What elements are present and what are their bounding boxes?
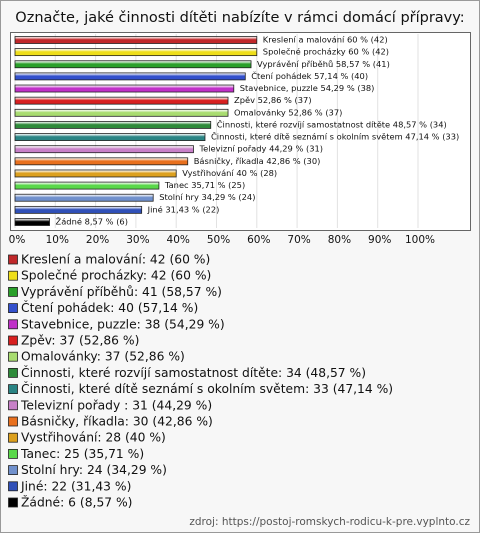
x-tick-label: 30% bbox=[126, 234, 149, 246]
bar bbox=[14, 169, 177, 178]
legend-swatch bbox=[8, 351, 18, 362]
legend-label: Činnosti, které rozvíjí samostatnost dít… bbox=[21, 365, 366, 380]
legend-swatch bbox=[8, 303, 18, 314]
x-tick-label: 60% bbox=[247, 234, 270, 246]
x-tick-label: 80% bbox=[328, 234, 351, 246]
data-label: Omalovánky 52,86 % (37) bbox=[234, 107, 342, 117]
legend-label: Činnosti, které dítě seznámí s okolním s… bbox=[21, 381, 393, 396]
data-label: Jiné 31,43 % (22) bbox=[147, 204, 220, 214]
data-label: Stolní hry 34,29 % (24) bbox=[159, 192, 255, 202]
legend-label: Stolní hry: 24 (34,29 %) bbox=[21, 463, 167, 477]
bar bbox=[14, 205, 143, 214]
legend-swatch bbox=[8, 270, 18, 281]
bar bbox=[14, 157, 189, 166]
x-tick-label: 0% bbox=[9, 234, 26, 246]
legend-swatch bbox=[8, 254, 18, 265]
legend-swatch bbox=[8, 481, 18, 492]
source: zdroj: https://postoj-romskych-rodicu-k-… bbox=[189, 516, 470, 528]
bar bbox=[14, 96, 229, 105]
legend-swatch bbox=[8, 319, 18, 330]
data-label: Kreslení a malování 60 % (42) bbox=[263, 35, 388, 45]
legend-label: Vystřihování: 28 (40 %) bbox=[21, 431, 166, 445]
bar bbox=[14, 193, 154, 202]
legend-swatch bbox=[8, 384, 18, 395]
legend-label: Televizní pořady : 31 (44,29 %) bbox=[20, 398, 212, 412]
legend-label: Vyprávění příběhů: 41 (58,57 %) bbox=[21, 285, 222, 299]
data-label: Vyprávění příběhů 58,57 % (41) bbox=[257, 59, 390, 69]
legend-label: Čtení pohádek: 40 (57,14 %) bbox=[21, 300, 198, 315]
x-tick-label: 90% bbox=[368, 234, 391, 246]
data-label: Žádné 8,57 % (6) bbox=[56, 216, 128, 227]
data-label: Společné procházky 60 % (42) bbox=[263, 47, 389, 57]
legend-label: Zpěv: 37 (52,86 %) bbox=[21, 334, 139, 348]
bar bbox=[14, 72, 246, 81]
bar bbox=[14, 133, 206, 141]
x-tick-label: 100% bbox=[405, 234, 435, 246]
legend-label: Žádné: 6 (8,57 %) bbox=[21, 495, 132, 510]
chart-title: Označte, jaké činnosti dítěti nabízíte v… bbox=[15, 10, 464, 26]
legend-swatch bbox=[8, 497, 18, 508]
x-tick-label: 10% bbox=[46, 234, 69, 246]
data-label: Básničky, říkadla 42,86 % (30) bbox=[194, 156, 321, 166]
legend-swatch bbox=[8, 465, 18, 476]
bar bbox=[14, 36, 258, 44]
data-label: Čtení pohádek 57,14 % (40) bbox=[251, 70, 368, 81]
data-label: Stavebnice, puzzle 54,29 % (38) bbox=[240, 83, 375, 93]
legend-swatch bbox=[8, 335, 18, 346]
bar bbox=[14, 48, 258, 57]
bar bbox=[14, 60, 252, 69]
bar bbox=[14, 218, 50, 226]
bar bbox=[14, 84, 235, 93]
data-label: Televizní pořady 44,29 % (31) bbox=[198, 144, 323, 154]
legend-swatch bbox=[8, 367, 18, 378]
legend-label: Básničky, říkadla: 30 (42,86 %) bbox=[21, 415, 213, 429]
bar bbox=[14, 108, 229, 117]
legend-swatch bbox=[8, 416, 18, 427]
x-tick-label: 40% bbox=[167, 234, 190, 246]
legend-label: Společné procházky: 42 (60 %) bbox=[21, 269, 211, 283]
bar bbox=[14, 181, 160, 190]
legend-label: Jiné: 22 (31,43 %) bbox=[20, 479, 131, 493]
legend-label: Omalovánky: 37 (52,86 %) bbox=[21, 350, 185, 364]
legend-label: Tanec: 25 (35,71 %) bbox=[20, 447, 144, 461]
data-label: Tanec 35,71 % (25) bbox=[164, 180, 245, 190]
legend-label: Kreslení a malování: 42 (60 %) bbox=[21, 253, 210, 267]
legend-swatch bbox=[8, 432, 18, 443]
bar bbox=[14, 145, 194, 154]
x-tick-label: 20% bbox=[86, 234, 109, 246]
data-label: Zpěv 52,86 % (37) bbox=[234, 95, 312, 105]
bar bbox=[14, 121, 212, 129]
x-tick-label: 70% bbox=[287, 234, 310, 246]
legend-label: Stavebnice, puzzle: 38 (54,29 %) bbox=[21, 317, 225, 331]
data-label: Činnosti, které rozvíjí samostatnost dít… bbox=[217, 118, 447, 129]
legend-swatch bbox=[8, 286, 18, 297]
data-label: Činnosti, které dítě seznámí s okolním s… bbox=[211, 131, 459, 142]
x-tick-label: 50% bbox=[207, 234, 230, 246]
legend-swatch bbox=[8, 448, 18, 459]
legend-swatch bbox=[8, 400, 18, 411]
data-label: Vystřihování 40 % (28) bbox=[182, 168, 277, 178]
